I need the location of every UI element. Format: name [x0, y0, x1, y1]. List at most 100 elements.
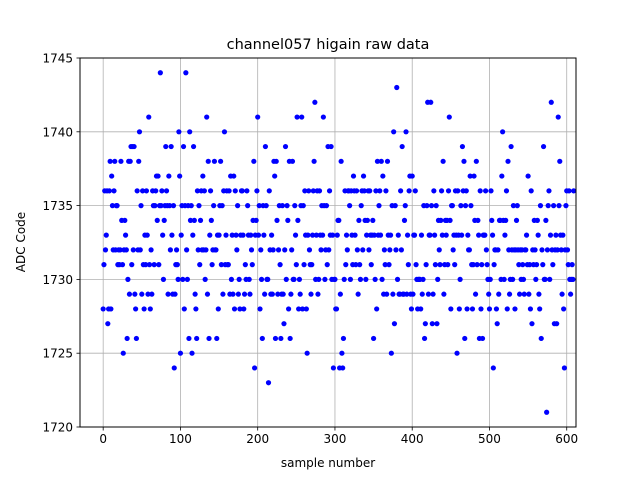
data-point	[571, 188, 577, 194]
data-point	[117, 247, 123, 253]
data-point	[151, 262, 157, 268]
data-point	[252, 365, 258, 371]
data-point	[384, 291, 390, 297]
data-point	[336, 217, 342, 223]
data-point	[245, 203, 251, 209]
data-point	[430, 291, 436, 297]
data-point	[197, 262, 203, 268]
data-point	[384, 158, 391, 164]
data-point	[213, 247, 219, 253]
data-point	[387, 247, 393, 253]
data-point	[494, 321, 500, 327]
data-point	[139, 188, 146, 194]
data-point	[306, 247, 313, 253]
data-point	[275, 291, 281, 297]
data-point	[280, 291, 286, 297]
data-point	[391, 129, 397, 135]
data-point	[297, 291, 303, 297]
data-point	[100, 306, 106, 312]
data-point	[255, 232, 262, 238]
data-point	[257, 306, 263, 312]
data-point	[288, 291, 294, 297]
data-point	[493, 306, 500, 312]
data-point	[473, 158, 479, 164]
data-point	[281, 321, 287, 327]
data-point	[537, 306, 543, 312]
data-point	[557, 158, 563, 164]
data-point	[558, 247, 564, 253]
data-point	[370, 335, 377, 342]
data-point	[536, 291, 542, 297]
data-point	[561, 365, 568, 371]
data-point	[203, 247, 209, 253]
data-point	[237, 306, 243, 312]
data-point	[383, 188, 389, 194]
data-point	[152, 203, 158, 209]
data-point	[326, 188, 333, 194]
data-point	[543, 217, 549, 223]
data-point	[299, 114, 305, 120]
data-point	[316, 188, 323, 194]
data-point	[488, 188, 494, 194]
data-point	[554, 247, 561, 253]
data-point	[546, 188, 552, 194]
data-point	[186, 335, 192, 342]
data-point	[258, 247, 264, 253]
data-point	[429, 321, 435, 327]
data-point	[248, 232, 254, 238]
data-point	[360, 173, 367, 179]
data-point	[462, 203, 469, 209]
data-point	[447, 217, 453, 223]
data-point	[226, 188, 232, 194]
data-point	[550, 203, 557, 209]
data-point	[486, 291, 492, 297]
data-point	[183, 70, 189, 76]
data-point	[418, 306, 424, 312]
data-point	[391, 321, 398, 327]
data-point	[232, 188, 238, 194]
data-point	[427, 232, 433, 238]
data-point	[196, 203, 202, 209]
data-point	[410, 291, 416, 297]
data-point	[231, 306, 238, 312]
data-point	[272, 335, 279, 342]
data-point	[547, 232, 554, 238]
data-point	[308, 291, 314, 297]
data-point	[514, 203, 520, 209]
data-point	[289, 247, 295, 253]
data-point	[364, 217, 371, 223]
data-point	[315, 291, 321, 297]
data-point	[343, 262, 349, 268]
data-point	[158, 203, 164, 209]
data-point	[554, 321, 560, 327]
data-point	[195, 247, 201, 253]
data-point	[211, 203, 217, 209]
data-point	[358, 203, 364, 209]
data-point	[472, 291, 479, 297]
data-point	[122, 232, 129, 238]
data-point	[334, 232, 340, 238]
data-point	[279, 203, 286, 209]
data-point	[534, 217, 540, 223]
data-point	[428, 99, 434, 105]
data-point	[489, 232, 496, 238]
data-point	[244, 188, 250, 194]
data-point	[496, 291, 502, 297]
data-point	[189, 350, 195, 356]
data-point	[138, 203, 144, 209]
data-point	[103, 232, 109, 238]
data-point	[529, 321, 535, 327]
data-point	[376, 203, 382, 209]
data-point	[289, 158, 296, 164]
data-point	[457, 276, 463, 282]
data-point	[251, 158, 257, 164]
data-point	[462, 335, 468, 342]
data-point	[432, 262, 438, 268]
data-point	[161, 217, 167, 223]
data-point	[439, 232, 445, 238]
data-point	[381, 247, 387, 253]
data-point	[394, 84, 400, 91]
data-point	[464, 306, 470, 312]
data-point	[423, 262, 429, 268]
